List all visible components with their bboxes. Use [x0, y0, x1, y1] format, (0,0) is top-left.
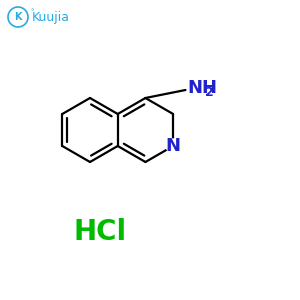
Text: NH: NH — [188, 79, 218, 97]
Text: N: N — [166, 137, 181, 155]
Text: Kuujia: Kuujia — [32, 11, 70, 23]
Text: HCl: HCl — [74, 218, 127, 246]
Text: K: K — [14, 12, 22, 22]
Text: 2: 2 — [206, 85, 214, 98]
Circle shape — [166, 139, 180, 153]
Text: °: ° — [30, 9, 34, 15]
